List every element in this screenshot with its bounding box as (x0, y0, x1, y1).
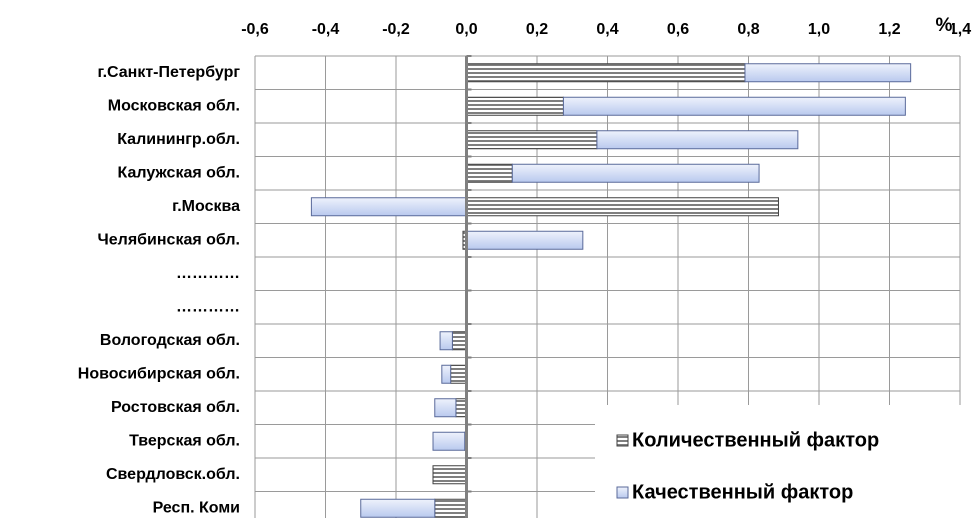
x-tick-label: 0,8 (737, 21, 759, 38)
legend-swatch (616, 434, 629, 447)
y-tick-label: Челябинская обл. (98, 231, 240, 248)
bar (466, 163, 513, 183)
legend-label: Качественный фактор (632, 481, 853, 503)
y-tick-label: Ростовская обл. (111, 399, 240, 416)
bar (432, 465, 468, 485)
y-tick-label: Вологодская обл. (100, 332, 240, 349)
bar (596, 130, 799, 150)
bar (466, 63, 746, 83)
bar (451, 331, 467, 351)
y-tick-label: ………… (176, 298, 240, 315)
bar (439, 331, 453, 351)
x-tick-label: -0,2 (382, 21, 410, 38)
y-tick-label: Тверская обл. (129, 432, 240, 449)
legend-swatch (616, 486, 629, 499)
bar (360, 498, 436, 518)
x-tick-label: 0,2 (526, 21, 548, 38)
bar (466, 96, 564, 116)
y-tick-label: Новосибирская обл. (78, 365, 240, 382)
bar (466, 230, 584, 250)
y-tick-label: Респ. Коми (153, 499, 240, 516)
x-unit-label: % (936, 15, 953, 36)
x-tick-label: 1,4 (949, 21, 971, 38)
legend-label: Количественный фактор (632, 429, 879, 451)
y-tick-label: Московская обл. (108, 97, 240, 114)
y-tick-label: г.Москва (172, 198, 240, 215)
bar (450, 364, 468, 384)
bar (466, 197, 779, 217)
x-tick-label: 0,6 (667, 21, 689, 38)
bar (744, 63, 912, 83)
y-tick-label: г.Санкт-Петербург (98, 64, 241, 81)
x-tick-label: -0,6 (241, 21, 269, 38)
bar (441, 364, 452, 384)
bar (466, 130, 598, 150)
bar (434, 398, 457, 418)
y-tick-label: Свердловск.обл. (106, 466, 240, 483)
bar (434, 498, 467, 518)
y-tick-label: ………… (176, 265, 240, 282)
bar (455, 398, 467, 418)
x-tick-label: 0,4 (596, 21, 618, 38)
bar (562, 96, 906, 116)
unit-bg (934, 18, 952, 44)
bar (432, 431, 466, 451)
x-tick-label: 1,0 (808, 21, 830, 38)
x-tick-label: 0,0 (455, 21, 477, 38)
x-tick-label: 1,2 (878, 21, 900, 38)
x-tick-label: -0,4 (312, 21, 340, 38)
y-tick-label: Калужская обл. (118, 164, 241, 181)
bar (310, 197, 467, 217)
y-tick-label: Калинингр.обл. (117, 131, 240, 148)
legend-box (595, 405, 977, 518)
bar (511, 163, 760, 183)
